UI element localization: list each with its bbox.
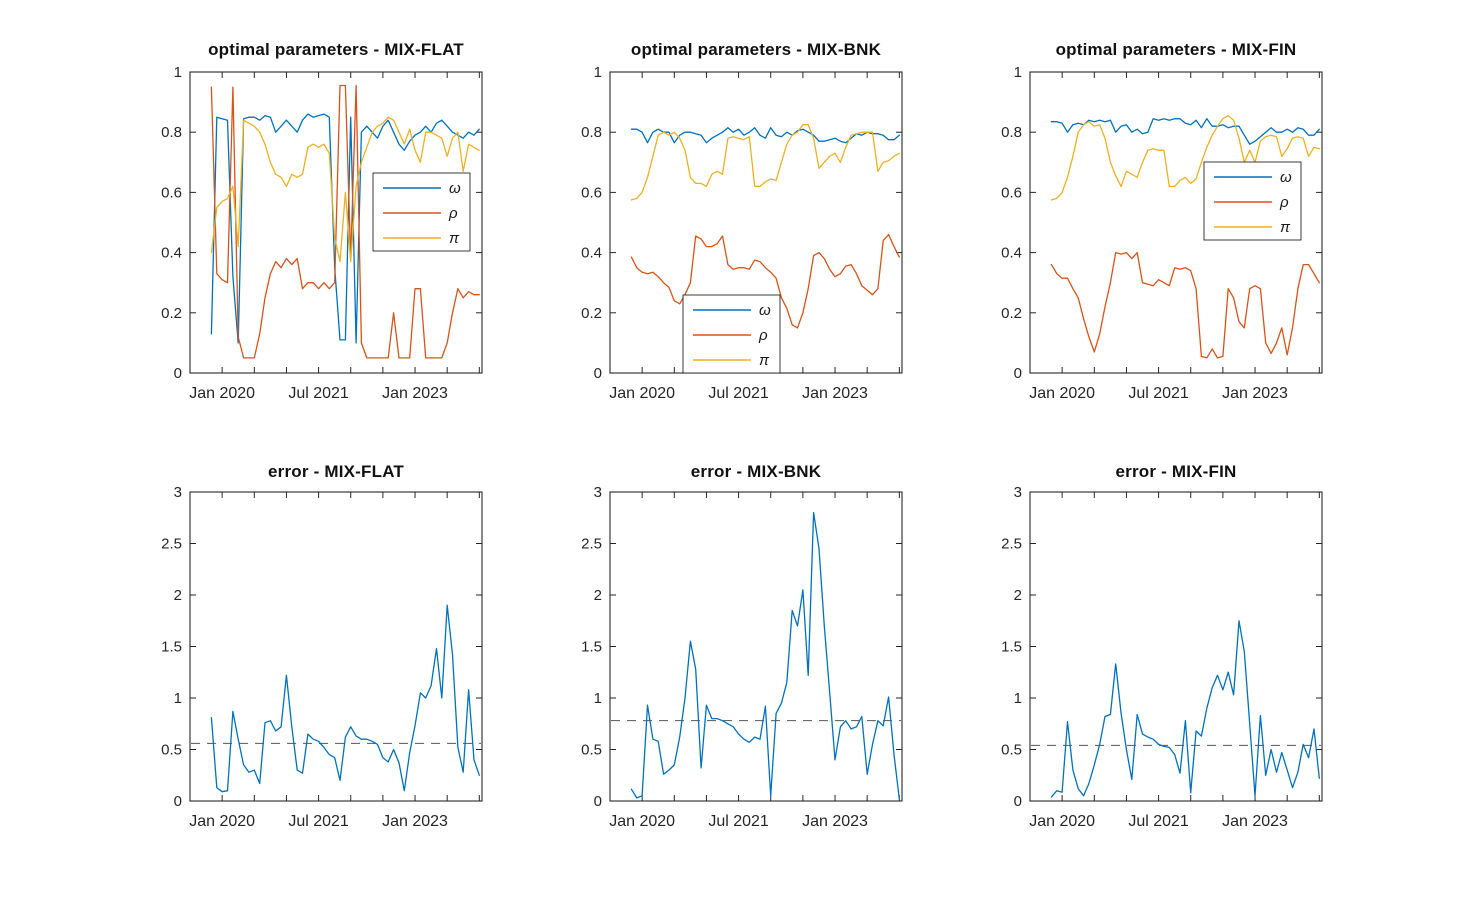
panel-title-error-mix-flat: error - MIX-FLAT xyxy=(267,462,405,481)
svg-text:0.8: 0.8 xyxy=(581,124,602,141)
svg-text:ρ: ρ xyxy=(758,327,768,344)
svg-text:Jul 2021: Jul 2021 xyxy=(288,385,349,402)
svg-text:3: 3 xyxy=(174,484,182,501)
svg-text:1.5: 1.5 xyxy=(581,639,602,656)
panel-title-error-mix-fin: error - MIX-FIN xyxy=(1115,462,1237,481)
svg-text:0.4: 0.4 xyxy=(1001,245,1022,262)
svg-text:Jan 2020: Jan 2020 xyxy=(1029,813,1095,830)
svg-text:Jul 2021: Jul 2021 xyxy=(1128,385,1189,402)
params-mix-flat-chart: Jan 2020 Jul 2021 Jan 2023 0 0.2 0.4 0.6 0.8 1 ωρ… xyxy=(161,64,483,402)
svg-text:1.5: 1.5 xyxy=(161,639,182,656)
svg-text:ω: ω xyxy=(449,180,461,197)
panel-title-error-mix-bnk: error - MIX-BNK xyxy=(690,462,822,481)
svg-text:Jan 2020: Jan 2020 xyxy=(189,385,255,402)
svg-text:0: 0 xyxy=(1014,793,1022,810)
svg-text:0.4: 0.4 xyxy=(161,245,182,262)
error-mix-bnk-chart: Jan 2020 Jul 2021 Jan 2023 0 0.5 1 1.5 2 2.5 3 xyxy=(581,484,903,830)
svg-text:0.5: 0.5 xyxy=(581,742,602,759)
svg-text:1: 1 xyxy=(174,690,182,707)
svg-text:Jan 2023: Jan 2023 xyxy=(382,813,448,830)
panel-title-params-mix-fin: optimal parameters - MIX-FIN xyxy=(1055,40,1297,59)
svg-text:0.4: 0.4 xyxy=(581,245,602,262)
svg-text:2.5: 2.5 xyxy=(161,536,182,553)
svg-text:Jan 2023: Jan 2023 xyxy=(802,385,868,402)
svg-text:0.6: 0.6 xyxy=(1001,184,1022,201)
svg-text:Jan 2023: Jan 2023 xyxy=(802,813,868,830)
svg-text:1: 1 xyxy=(594,690,602,707)
params-mix-bnk-chart: Jan 2020 Jul 2021 Jan 2023 0 0.2 0.4 0.6 0.8 1 ωρ… xyxy=(581,64,903,402)
svg-text:π: π xyxy=(449,230,460,247)
svg-text:Jul 2021: Jul 2021 xyxy=(288,813,349,830)
svg-text:Jan 2023: Jan 2023 xyxy=(1222,385,1288,402)
svg-text:0.5: 0.5 xyxy=(1001,742,1022,759)
svg-text:Jan 2020: Jan 2020 xyxy=(609,385,675,402)
params-mix-fin-chart: Jan 2020 Jul 2021 Jan 2023 0 0.2 0.4 0.6 0.8 1 ωρ… xyxy=(1001,64,1323,402)
panel-title-params-mix-flat: optimal parameters - MIX-FLAT xyxy=(208,40,464,59)
error-mix-fin-chart: Jan 2020 Jul 2021 Jan 2023 0 0.5 1 1.5 2 2.5 3 xyxy=(1001,484,1323,830)
svg-text:Jan 2020: Jan 2020 xyxy=(1029,385,1095,402)
svg-text:2.5: 2.5 xyxy=(1001,536,1022,553)
svg-text:0: 0 xyxy=(174,793,182,810)
svg-text:0.8: 0.8 xyxy=(1001,124,1022,141)
svg-text:2.5: 2.5 xyxy=(581,536,602,553)
svg-text:0: 0 xyxy=(174,365,182,382)
svg-text:0.6: 0.6 xyxy=(161,184,182,201)
svg-text:0: 0 xyxy=(594,793,602,810)
svg-text:1: 1 xyxy=(1014,64,1022,81)
svg-text:0.2: 0.2 xyxy=(1001,305,1022,322)
svg-text:0: 0 xyxy=(594,365,602,382)
svg-text:2: 2 xyxy=(1014,587,1022,604)
svg-text:Jul 2021: Jul 2021 xyxy=(708,385,769,402)
svg-text:0: 0 xyxy=(1014,365,1022,382)
svg-text:1: 1 xyxy=(594,64,602,81)
svg-text:ρ: ρ xyxy=(448,205,458,222)
svg-text:0.2: 0.2 xyxy=(161,305,182,322)
svg-text:0.2: 0.2 xyxy=(581,305,602,322)
svg-text:1: 1 xyxy=(1014,690,1022,707)
svg-text:3: 3 xyxy=(594,484,602,501)
svg-text:2: 2 xyxy=(594,587,602,604)
svg-text:Jul 2021: Jul 2021 xyxy=(1128,813,1189,830)
svg-text:2: 2 xyxy=(174,587,182,604)
svg-text:3: 3 xyxy=(1014,484,1022,501)
svg-text:0.5: 0.5 xyxy=(161,742,182,759)
svg-text:1: 1 xyxy=(174,64,182,81)
svg-text:π: π xyxy=(759,352,770,369)
svg-text:π: π xyxy=(1280,219,1291,236)
svg-text:Jan 2023: Jan 2023 xyxy=(1222,813,1288,830)
svg-text:1.5: 1.5 xyxy=(1001,639,1022,656)
svg-text:Jan 2023: Jan 2023 xyxy=(382,385,448,402)
svg-text:Jan 2020: Jan 2020 xyxy=(609,813,675,830)
svg-text:ρ: ρ xyxy=(1279,194,1289,211)
svg-text:Jul 2021: Jul 2021 xyxy=(708,813,769,830)
svg-text:ω: ω xyxy=(759,302,771,319)
svg-text:ω: ω xyxy=(1280,169,1292,186)
error-mix-flat-chart: Jan 2020 Jul 2021 Jan 2023 0 0.5 1 1.5 2 2.5 3 xyxy=(161,484,483,830)
svg-text:0.8: 0.8 xyxy=(161,124,182,141)
panel-title-params-mix-bnk: optimal parameters - MIX-BNK xyxy=(630,40,882,59)
svg-text:Jan 2020: Jan 2020 xyxy=(189,813,255,830)
svg-text:0.6: 0.6 xyxy=(581,184,602,201)
